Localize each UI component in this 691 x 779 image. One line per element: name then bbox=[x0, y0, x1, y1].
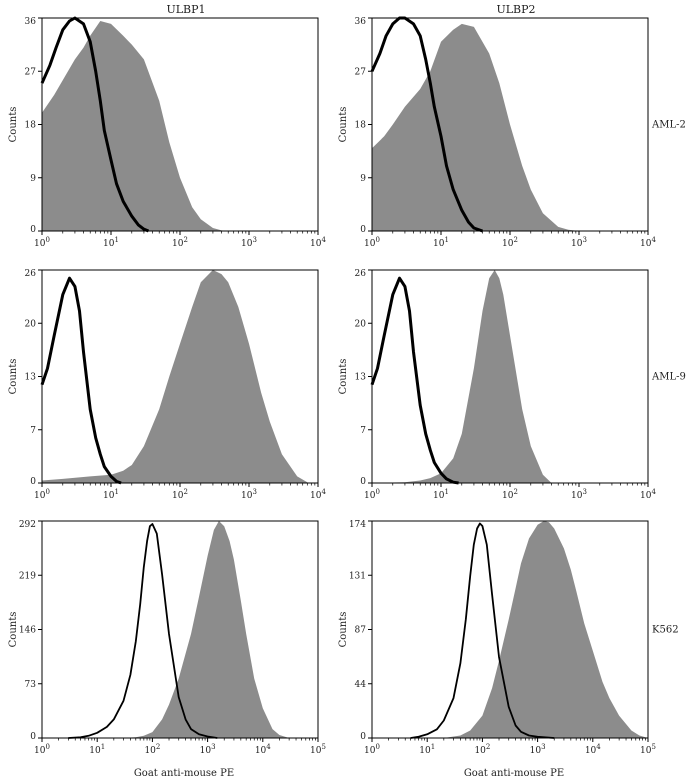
y-tick-label: 131 bbox=[349, 571, 366, 581]
histogram-panel-3: 100 101 102 103 104 0 7 13 20 26 Counts bbox=[8, 269, 326, 501]
filled-histogram-series bbox=[372, 270, 552, 483]
y-tick-label: 44 bbox=[355, 680, 367, 690]
y-tick-label: 219 bbox=[19, 571, 36, 581]
x-tick-label: 102 bbox=[172, 488, 188, 501]
x-tick-label: 100 bbox=[34, 743, 50, 756]
y-tick-label: 0 bbox=[30, 225, 36, 235]
y-tick-label: 13 bbox=[25, 373, 37, 383]
outline-histogram-series bbox=[370, 16, 483, 233]
y-tick-label: 27 bbox=[25, 67, 37, 77]
x-tick-label: 101 bbox=[419, 743, 435, 756]
x-tick-label: 101 bbox=[103, 488, 119, 501]
filled-histogram-series bbox=[372, 23, 579, 232]
y-tick-label: 292 bbox=[19, 520, 36, 530]
x-tick-label: 102 bbox=[144, 743, 160, 756]
column-title: ULBP2 bbox=[496, 3, 535, 16]
y-tick-label: 0 bbox=[360, 225, 366, 235]
x-tick-label: 100 bbox=[364, 743, 380, 756]
x-tick-label: 102 bbox=[474, 743, 490, 756]
x-tick-label: 102 bbox=[502, 488, 518, 501]
x-tick-label: 104 bbox=[585, 743, 601, 756]
outline-histogram-series bbox=[40, 276, 122, 485]
y-tick-label: 18 bbox=[25, 121, 37, 131]
y-tick-label: 0 bbox=[360, 477, 366, 487]
y-axis-label: Counts bbox=[338, 359, 349, 395]
x-tick-label: 103 bbox=[241, 236, 257, 249]
x-tick-label: 104 bbox=[255, 743, 271, 756]
y-tick-label: 0 bbox=[30, 732, 36, 742]
x-tick-label: 104 bbox=[310, 488, 326, 501]
x-tick-label: 100 bbox=[34, 488, 50, 501]
y-tick-label: 9 bbox=[360, 174, 366, 184]
y-tick-label: 7 bbox=[360, 426, 366, 436]
histogram-panel-6: 100 101 102 103 104 105 0 44 87 131 174 Counts K562 G… bbox=[338, 520, 679, 779]
column-title: ULBP1 bbox=[166, 3, 205, 16]
filled-histogram-series bbox=[42, 21, 229, 231]
x-tick-label: 103 bbox=[571, 236, 587, 249]
outline-histogram-series bbox=[370, 276, 459, 485]
y-axis-label: Counts bbox=[8, 359, 19, 395]
histogram-panel-2: 100 101 102 103 104 0 9 18 27 36 Counts ULBP2 AML-2 bbox=[338, 3, 686, 249]
y-axis-label: Counts bbox=[338, 612, 349, 648]
y-tick-label: 174 bbox=[349, 520, 366, 530]
y-tick-label: 36 bbox=[355, 17, 367, 27]
x-axis-label: Goat anti-mouse PE bbox=[464, 768, 564, 779]
x-axis-label: Goat anti-mouse PE bbox=[134, 768, 234, 779]
y-axis-label: Counts bbox=[8, 612, 19, 648]
row-label: AML-2 bbox=[651, 120, 686, 131]
x-tick-label: 105 bbox=[310, 743, 326, 756]
y-axis-label: Counts bbox=[338, 107, 349, 143]
filled-histogram-series bbox=[443, 521, 648, 738]
y-tick-label: 73 bbox=[25, 680, 37, 690]
x-tick-label: 102 bbox=[502, 236, 518, 249]
x-tick-label: 104 bbox=[640, 488, 656, 501]
x-tick-label: 102 bbox=[172, 236, 188, 249]
y-tick-label: 26 bbox=[25, 269, 37, 279]
x-tick-label: 103 bbox=[200, 743, 216, 756]
y-tick-label: 20 bbox=[355, 319, 367, 329]
y-tick-label: 26 bbox=[355, 269, 367, 279]
row-label: K562 bbox=[652, 625, 679, 636]
x-tick-label: 101 bbox=[89, 743, 105, 756]
x-tick-label: 103 bbox=[530, 743, 546, 756]
y-tick-label: 20 bbox=[25, 319, 37, 329]
y-tick-label: 27 bbox=[355, 67, 367, 77]
x-tick-label: 105 bbox=[640, 743, 656, 756]
histogram-panel-5: 100 101 102 103 104 105 0 73 146 219 292 Counts Goat… bbox=[8, 520, 326, 779]
histogram-panel-1: 100 101 102 103 104 0 9 18 27 36 Counts ULBP1 bbox=[8, 3, 326, 249]
x-tick-label: 100 bbox=[364, 488, 380, 501]
y-tick-label: 0 bbox=[30, 477, 36, 487]
x-tick-label: 104 bbox=[310, 236, 326, 249]
x-tick-label: 103 bbox=[571, 488, 587, 501]
x-tick-label: 104 bbox=[640, 236, 656, 249]
histogram-panel-4: 100 101 102 103 104 0 7 13 20 26 Counts AML-9 bbox=[338, 269, 686, 501]
y-axis-label: Counts bbox=[8, 107, 19, 143]
y-tick-label: 18 bbox=[355, 121, 367, 131]
y-tick-label: 13 bbox=[355, 373, 367, 383]
y-tick-label: 87 bbox=[355, 626, 367, 636]
x-tick-label: 101 bbox=[433, 488, 449, 501]
outline-histogram-series bbox=[410, 522, 555, 739]
y-tick-label: 36 bbox=[25, 17, 37, 27]
x-tick-label: 101 bbox=[433, 236, 449, 249]
y-tick-label: 9 bbox=[30, 174, 36, 184]
y-tick-label: 0 bbox=[360, 732, 366, 742]
x-tick-label: 103 bbox=[241, 488, 257, 501]
y-tick-label: 146 bbox=[19, 626, 36, 636]
x-tick-label: 100 bbox=[364, 236, 380, 249]
y-tick-label: 7 bbox=[30, 426, 36, 436]
filled-histogram-series bbox=[42, 270, 308, 483]
x-tick-label: 100 bbox=[34, 236, 50, 249]
filled-histogram-series bbox=[123, 521, 290, 738]
row-label: AML-9 bbox=[651, 372, 686, 383]
outline-histogram-series bbox=[68, 523, 218, 739]
x-tick-label: 101 bbox=[103, 236, 119, 249]
outline-histogram-series bbox=[40, 16, 150, 233]
